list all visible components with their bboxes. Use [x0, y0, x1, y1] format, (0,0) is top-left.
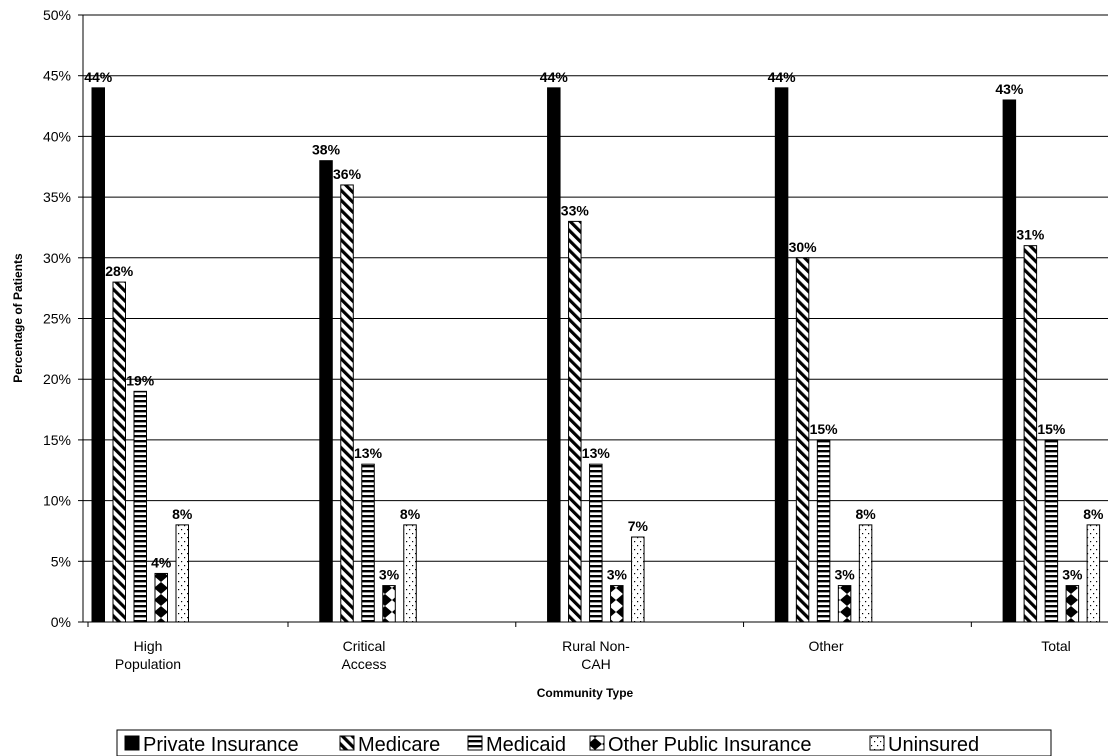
y-axis-ticks: 0% 5% 10% 15% 20% 25% 30% 35% 40% 45% 50% [43, 7, 83, 630]
x-axis-categories: High Population Critical Access Rural Non- CA… [87, 622, 1071, 672]
legend-label: Medicaid [486, 734, 566, 756]
bar-uninsured [403, 524, 417, 623]
data-label: 43% [995, 81, 1024, 97]
legend-swatch [124, 735, 140, 751]
data-label: 7% [628, 518, 649, 534]
x-category-label: CAH [581, 656, 611, 672]
bar-private-insurance [1002, 99, 1017, 623]
bar-medicare [1023, 245, 1038, 623]
data-label: 44% [768, 69, 797, 85]
data-label: 44% [540, 69, 569, 85]
y-tick-label: 5% [51, 553, 71, 569]
data-label: 13% [582, 445, 611, 461]
y-tick-label: 45% [43, 68, 71, 84]
x-category-label: Other [808, 638, 843, 654]
bar-medicaid [133, 390, 147, 623]
legend-swatch [339, 735, 355, 751]
data-label: 38% [312, 142, 341, 158]
legend-frame [116, 729, 1052, 756]
bar-uninsured [858, 524, 873, 623]
bar-other-public-insurance [382, 585, 396, 623]
data-label: 15% [1037, 421, 1066, 437]
y-axis-title: Percentage of Patients [11, 253, 25, 383]
bar-uninsured [175, 524, 189, 623]
legend-swatch [869, 735, 885, 751]
data-label: 8% [400, 506, 421, 522]
x-category-label: High [134, 638, 163, 654]
data-labels: 44% 28% 19% 4% 8% 38% 36% 13% 3% 8% 44% 33% 13% 3% 7% 4… [84, 69, 1104, 583]
data-label: 3% [607, 567, 628, 583]
bar-other-public-insurance [1065, 585, 1080, 623]
bar-medicare [795, 257, 810, 623]
y-tick-label: 40% [43, 128, 71, 144]
data-label: 28% [105, 263, 134, 279]
legend-label: Uninsured [888, 734, 979, 756]
data-label: 13% [354, 445, 383, 461]
data-label: 8% [172, 506, 193, 522]
bar-medicare [568, 220, 582, 623]
bars [91, 87, 1101, 623]
data-label: 44% [84, 69, 113, 85]
legend-label: Medicare [358, 734, 440, 756]
data-label: 8% [1083, 506, 1104, 522]
data-label: 3% [1062, 567, 1083, 583]
y-tick-label: 10% [43, 493, 71, 509]
bar-medicaid [361, 463, 375, 623]
x-axis-title: Community Type [537, 686, 634, 700]
legend: Private Insurance Medicare Medicaid Other P… [116, 729, 1052, 756]
bar-medicare [112, 281, 126, 623]
x-category-label: Rural Non- [562, 638, 630, 654]
y-tick-label: 20% [43, 371, 71, 387]
bar-medicaid [589, 463, 603, 623]
bar-medicare [340, 184, 354, 623]
bar-private-insurance [319, 160, 333, 623]
bar-other-public-insurance [837, 585, 852, 623]
data-label: 19% [126, 372, 155, 388]
axes [82, 15, 1108, 623]
legend-swatch [589, 735, 605, 751]
y-tick-label: 35% [43, 189, 71, 205]
bar-private-insurance [91, 87, 105, 623]
data-label: 36% [333, 166, 362, 182]
data-label: 4% [151, 554, 172, 570]
data-label: 3% [834, 567, 855, 583]
bar-medicaid [816, 439, 831, 623]
y-tick-label: 0% [51, 614, 71, 630]
bar-uninsured [631, 536, 645, 623]
legend-label: Other Public Insurance [608, 734, 811, 756]
data-label: 30% [789, 239, 818, 255]
data-label: 3% [379, 567, 400, 583]
legend-swatch [467, 735, 483, 751]
bar-private-insurance [774, 87, 789, 623]
bar-private-insurance [547, 87, 561, 623]
data-label: 8% [855, 506, 876, 522]
legend-label: Private Insurance [143, 734, 299, 756]
y-tick-label: 15% [43, 432, 71, 448]
data-label: 31% [1016, 227, 1045, 243]
bar-other-public-insurance [154, 572, 168, 623]
gridlines [83, 14, 1108, 562]
bar-other-public-insurance [610, 585, 624, 623]
bar-medicaid [1044, 439, 1059, 623]
x-category-label: Population [115, 656, 181, 672]
data-label: 33% [561, 202, 590, 218]
bar-uninsured [1086, 524, 1101, 623]
x-category-label: Total [1041, 638, 1071, 654]
x-category-label: Access [341, 656, 386, 672]
y-tick-label: 50% [43, 7, 71, 23]
x-category-label: Critical [343, 638, 386, 654]
y-tick-label: 25% [43, 311, 71, 327]
data-label: 15% [810, 421, 839, 437]
y-tick-label: 30% [43, 250, 71, 266]
